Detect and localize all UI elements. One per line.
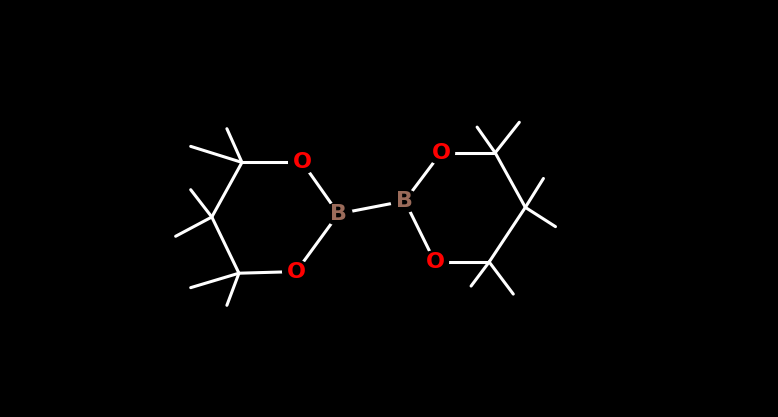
Ellipse shape	[289, 151, 316, 173]
Text: O: O	[293, 153, 312, 172]
Ellipse shape	[325, 203, 352, 225]
Text: B: B	[330, 204, 347, 224]
Text: O: O	[287, 261, 306, 281]
Text: O: O	[432, 143, 450, 163]
Ellipse shape	[422, 251, 448, 273]
Text: B: B	[396, 191, 413, 211]
Ellipse shape	[282, 260, 310, 283]
Text: O: O	[426, 252, 444, 272]
Ellipse shape	[427, 141, 454, 164]
Ellipse shape	[391, 190, 419, 212]
